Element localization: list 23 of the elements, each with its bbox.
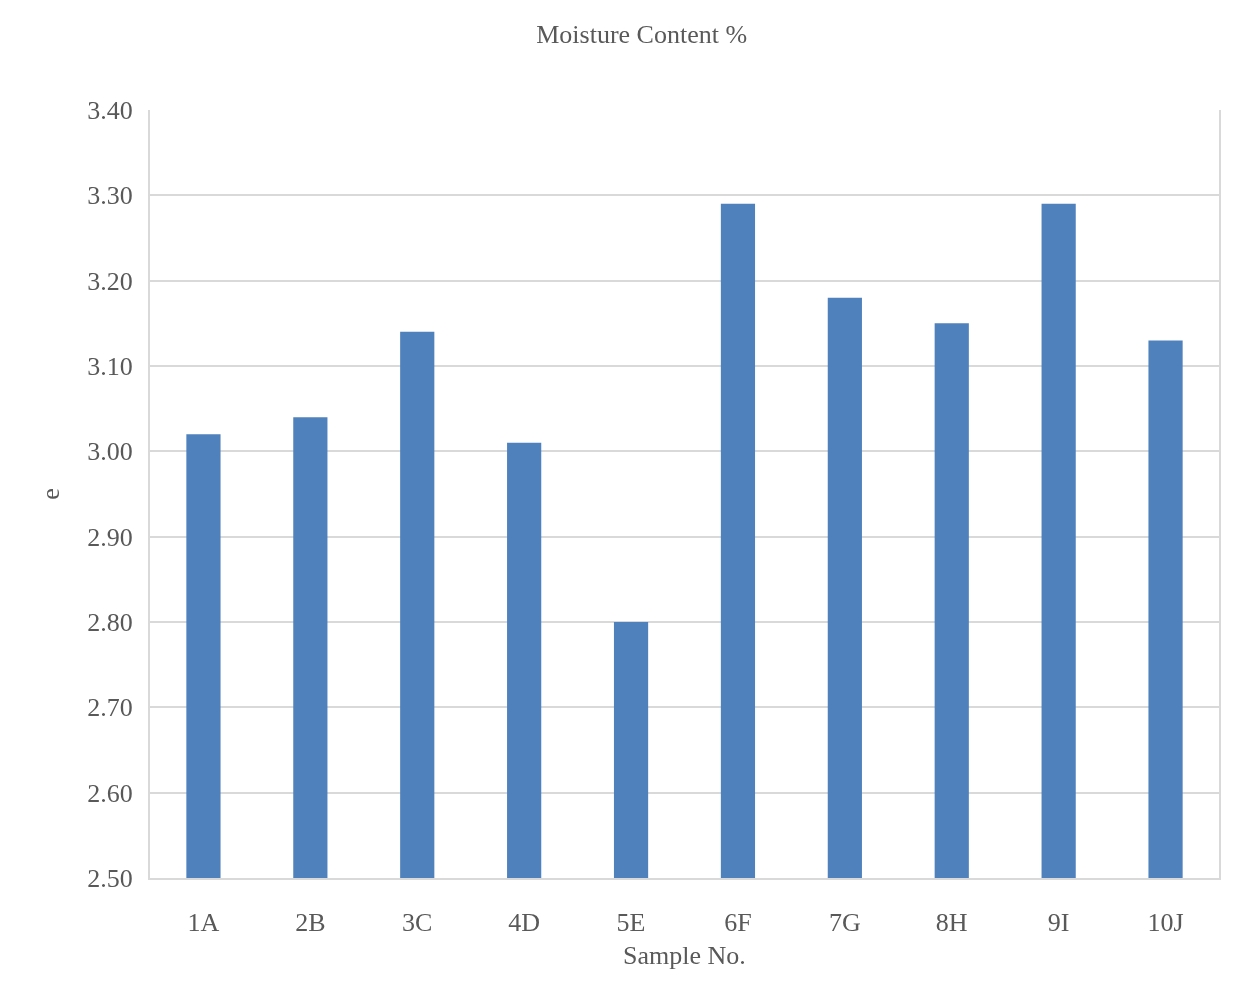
y-tick-label: 2.80 (87, 608, 133, 638)
y-axis-title: e (36, 488, 66, 500)
x-tick-label: 6F (724, 908, 752, 938)
y-tick-label: 2.60 (87, 778, 133, 808)
x-tick-label: 3C (402, 908, 433, 938)
x-tick-label: 5E (616, 908, 646, 938)
y-tick-label: 3.20 (87, 266, 133, 296)
y-tick-label: 3.10 (87, 352, 133, 382)
y-tick-label: 2.70 (87, 693, 133, 723)
x-tick-label: 4D (508, 908, 541, 938)
y-tick-label: 2.90 (87, 522, 133, 552)
y-tick-label: 2.50 (87, 864, 133, 894)
y-tick-label: 3.30 (87, 181, 133, 211)
y-tick-label: 3.40 (87, 96, 133, 126)
chart-title: Moisture Content % (536, 20, 748, 50)
x-tick-label: 10J (1147, 908, 1184, 938)
x-tick-label: 8H (935, 908, 968, 938)
x-tick-label: 2B (295, 908, 326, 938)
x-tick-label: 7G (828, 908, 861, 938)
x-tick-label: 9I (1047, 908, 1070, 938)
x-tick-label: 1A (187, 908, 220, 938)
x-axis-title: Sample No. (623, 941, 746, 971)
y-tick-label: 3.00 (87, 437, 133, 467)
